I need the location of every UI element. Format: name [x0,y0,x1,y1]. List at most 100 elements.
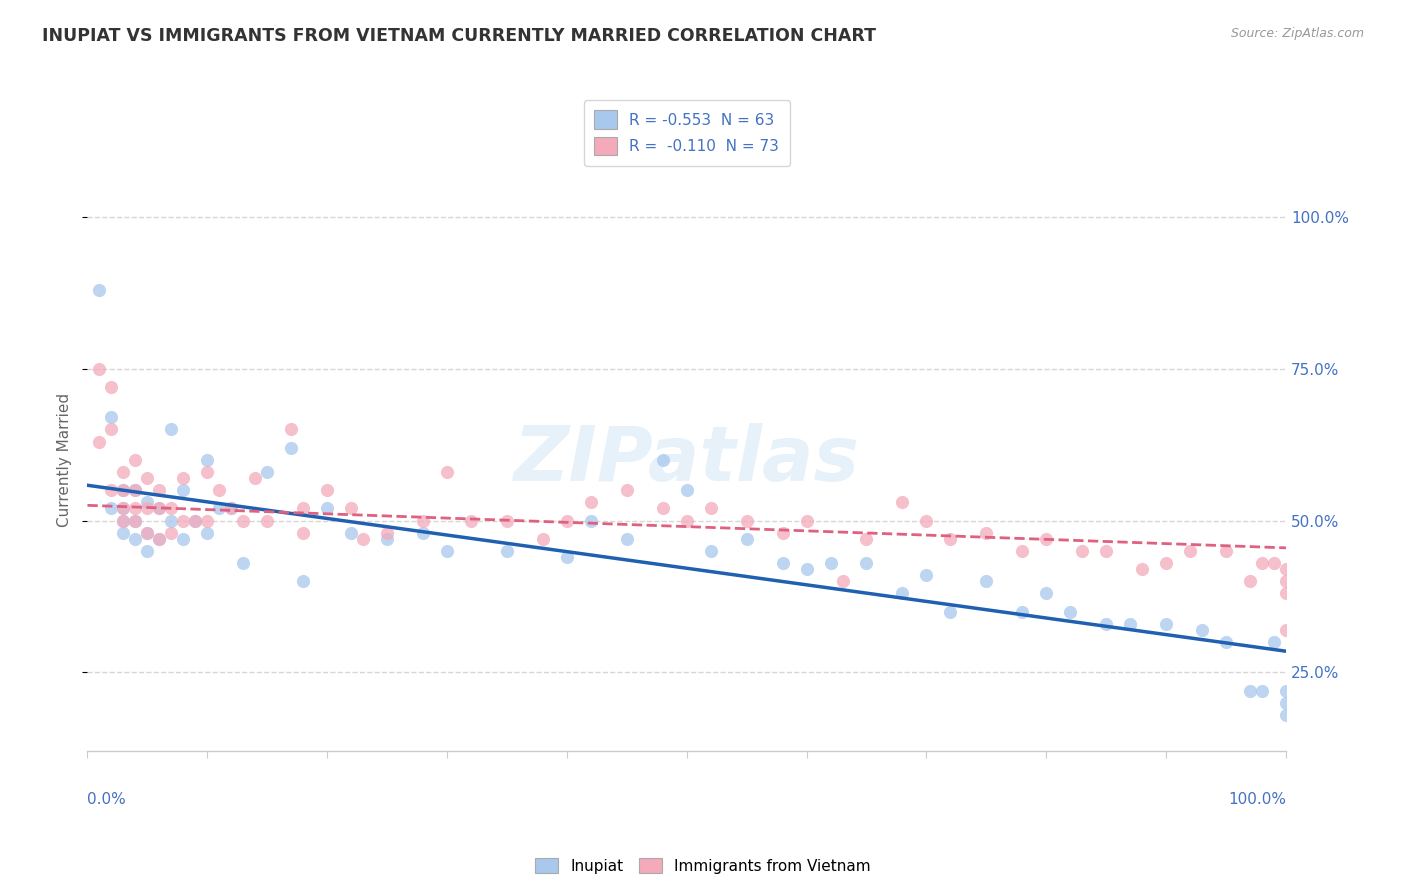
Point [651,501,673,516]
Point [1130,562,1153,576]
Point [651,452,673,467]
Point [460,514,482,528]
Point [124,501,146,516]
Point [100,410,122,425]
Point [616,532,638,546]
Point [172,532,194,546]
Point [232,556,254,570]
Point [124,514,146,528]
Legend: Inupiat, Immigrants from Vietnam: Inupiat, Immigrants from Vietnam [529,852,877,880]
Point [89,434,111,449]
Point [976,574,998,589]
Point [112,465,135,479]
Point [496,514,519,528]
Point [531,532,554,546]
Point [555,549,578,564]
Text: 100.0%: 100.0% [1227,792,1286,807]
Point [855,532,877,546]
Point [1154,556,1177,570]
Point [195,452,218,467]
Point [280,441,302,455]
Point [292,525,315,540]
Point [1275,574,1298,589]
Point [195,465,218,479]
Point [820,556,842,570]
Point [316,501,339,516]
Point [1275,683,1298,698]
Point [184,514,207,528]
Point [699,501,721,516]
Point [1035,586,1057,600]
Point [1071,544,1094,558]
Point [112,483,135,497]
Point [340,501,363,516]
Point [1011,605,1033,619]
Point [891,495,914,509]
Point [1275,696,1298,710]
Point [675,483,697,497]
Point [136,501,159,516]
Point [436,465,458,479]
Text: INUPIAT VS IMMIGRANTS FROM VIETNAM CURRENTLY MARRIED CORRELATION CHART: INUPIAT VS IMMIGRANTS FROM VIETNAM CURRE… [42,27,876,45]
Text: Source: ZipAtlas.com: Source: ZipAtlas.com [1230,27,1364,40]
Point [1251,683,1274,698]
Point [1275,708,1298,723]
Point [1215,544,1237,558]
Point [579,514,602,528]
Point [939,532,962,546]
Point [112,514,135,528]
Point [616,483,638,497]
Point [280,422,302,436]
Text: 0.0%: 0.0% [87,792,127,807]
Point [699,544,721,558]
Point [148,532,170,546]
Point [148,501,170,516]
Point [831,574,853,589]
Point [772,556,794,570]
Point [579,495,602,509]
Point [172,471,194,485]
Point [112,483,135,497]
Point [148,532,170,546]
Point [100,422,122,436]
Point [124,483,146,497]
Point [340,525,363,540]
Point [208,501,231,516]
Point [124,483,146,497]
Point [1191,623,1213,637]
Point [100,483,122,497]
Point [172,483,194,497]
Point [796,514,818,528]
Point [352,532,374,546]
Point [915,568,938,582]
Point [1095,616,1118,631]
Point [1263,635,1285,649]
Point [136,525,159,540]
Point [136,471,159,485]
Point [219,501,242,516]
Point [232,514,254,528]
Point [172,514,194,528]
Point [112,501,135,516]
Point [1275,623,1298,637]
Point [1239,683,1261,698]
Point [256,465,278,479]
Legend: R = -0.553  N = 63, R =  -0.110  N = 73: R = -0.553 N = 63, R = -0.110 N = 73 [583,100,790,166]
Point [89,361,111,376]
Point [184,514,207,528]
Point [412,525,434,540]
Point [1239,574,1261,589]
Point [148,483,170,497]
Point [1275,562,1298,576]
Point [100,501,122,516]
Point [245,471,267,485]
Point [292,574,315,589]
Point [256,514,278,528]
Point [160,422,183,436]
Y-axis label: Currently Married: Currently Married [58,392,72,527]
Point [1154,616,1177,631]
Point [112,525,135,540]
Point [124,532,146,546]
Point [100,380,122,394]
Text: ZIPatlas: ZIPatlas [513,423,859,497]
